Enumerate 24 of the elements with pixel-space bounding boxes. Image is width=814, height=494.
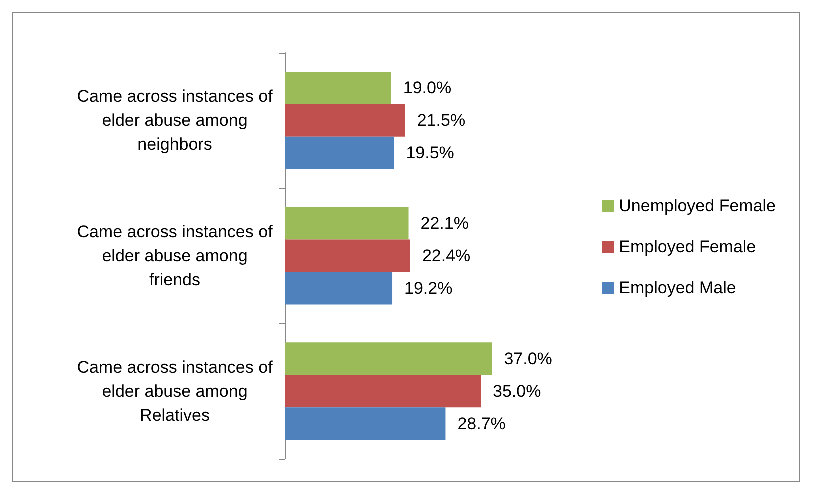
data-label: 21.5% [417, 111, 466, 130]
bar [285, 240, 410, 272]
bar [285, 72, 392, 104]
y-tick-label: Came across instances of elder abuse among friends [77, 222, 274, 290]
legend-label: Employed Male [619, 278, 736, 298]
data-label: 22.4% [422, 246, 471, 266]
data-label: 37.0% [504, 349, 552, 368]
bar [285, 207, 409, 240]
data-label: 22.1% [420, 214, 469, 234]
legend-label: Unemployed Female [619, 196, 776, 216]
bar [285, 104, 406, 137]
data-label: 19.5% [406, 144, 454, 163]
bar [285, 272, 393, 305]
bar [285, 375, 481, 408]
data-label: 19.2% [404, 278, 453, 298]
y-tick-label: Came across instances of elder abuse among neighbors [77, 87, 274, 154]
y-tick-label: Came across instances of elder abuse among Relatives [77, 358, 274, 425]
data-label: 35.0% [493, 382, 542, 401]
bar [285, 136, 394, 170]
legend-label: Employed Female [619, 238, 756, 256]
data-label: 28.7% [458, 414, 506, 434]
data-label: 19.0% [403, 78, 452, 98]
bar [285, 408, 446, 440]
bar [285, 342, 492, 376]
